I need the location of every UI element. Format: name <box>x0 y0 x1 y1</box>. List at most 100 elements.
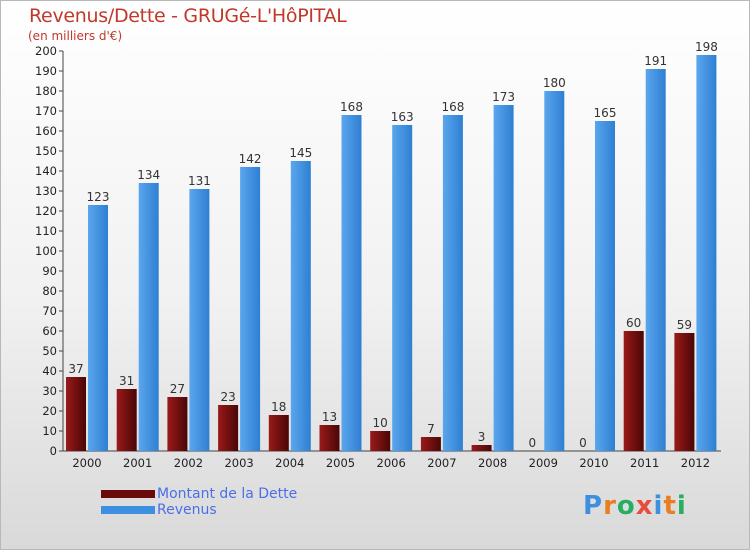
bar-dette <box>319 425 340 451</box>
y-tick-label: 170 <box>35 104 57 118</box>
y-tick-label: 120 <box>35 204 57 218</box>
x-tick-label: 2000 <box>72 456 101 470</box>
x-tick-label: 2010 <box>579 456 608 470</box>
x-tick-label: 2001 <box>123 456 152 470</box>
logo-letter: i <box>653 491 664 521</box>
logo-letter: i <box>676 491 687 521</box>
value-label-dette: 3 <box>478 430 486 444</box>
y-tick-label: 140 <box>35 164 57 178</box>
bar-dette <box>674 333 695 451</box>
x-tick-label: 2011 <box>630 456 659 470</box>
bar-revenus <box>696 55 717 451</box>
x-tick-label: 2004 <box>275 456 304 470</box>
proxiti-logo: Proxiti <box>583 491 687 521</box>
y-tick-label: 20 <box>42 404 57 418</box>
x-tick-label: 2006 <box>377 456 406 470</box>
value-label-revenus: 134 <box>137 168 160 182</box>
y-tick-label: 60 <box>42 324 57 338</box>
y-tick-label: 90 <box>42 264 57 278</box>
x-tick-label: 2002 <box>174 456 203 470</box>
value-label-revenus: 168 <box>340 100 363 114</box>
logo-letter: r <box>603 491 617 521</box>
bar-dette <box>623 331 644 451</box>
chart-title: Revenus/Dette - GRUGé-L'HôPITAL <box>29 5 347 27</box>
bar-revenus <box>189 189 210 451</box>
y-tick-label: 10 <box>42 424 57 438</box>
bar-revenus <box>544 91 565 451</box>
legend-swatch-revenus <box>101 506 155 514</box>
value-label-revenus: 145 <box>289 146 312 160</box>
y-tick-label: 0 <box>50 444 57 458</box>
logo-letter: t <box>663 491 677 521</box>
bar-dette <box>167 397 188 451</box>
value-label-revenus: 191 <box>644 54 667 68</box>
y-tick-label: 70 <box>42 304 57 318</box>
x-tick-label: 2003 <box>224 456 253 470</box>
x-tick-label: 2008 <box>478 456 507 470</box>
value-label-dette: 18 <box>271 400 286 414</box>
y-tick-label: 80 <box>42 284 57 298</box>
value-label-revenus: 131 <box>188 174 211 188</box>
value-label-dette: 31 <box>119 374 134 388</box>
y-tick-label: 130 <box>35 184 57 198</box>
x-tick-label: 2009 <box>529 456 558 470</box>
legend-swatch-dette <box>101 490 155 498</box>
y-tick-label: 150 <box>35 144 57 158</box>
value-label-revenus: 123 <box>87 190 110 204</box>
y-tick-label: 100 <box>35 244 57 258</box>
value-label-dette: 37 <box>68 362 83 376</box>
bar-revenus <box>138 183 159 451</box>
value-label-dette: 59 <box>677 318 692 332</box>
bar-dette <box>370 431 391 451</box>
bar-revenus <box>493 105 514 451</box>
value-label-revenus: 168 <box>441 100 464 114</box>
value-label-dette: 60 <box>626 316 641 330</box>
legend-label-revenus: Revenus <box>157 502 217 518</box>
bar-dette <box>420 437 441 451</box>
bar-revenus <box>341 115 362 451</box>
value-label-dette: 0 <box>528 436 536 450</box>
bar-revenus <box>595 121 615 451</box>
bar-dette <box>116 389 137 451</box>
value-label-revenus: 163 <box>391 110 414 124</box>
value-label-revenus: 180 <box>543 76 566 90</box>
value-label-revenus: 142 <box>239 152 262 166</box>
bar-revenus <box>392 125 413 451</box>
bar-revenus <box>442 115 463 451</box>
value-label-dette: 10 <box>373 416 388 430</box>
bar-revenus <box>290 161 311 451</box>
logo-letter: P <box>583 491 604 521</box>
value-label-dette: 23 <box>220 390 235 404</box>
y-tick-label: 200 <box>35 44 57 58</box>
bar-revenus <box>88 205 108 451</box>
y-tick-label: 110 <box>35 224 57 238</box>
bar-revenus <box>645 69 666 451</box>
y-tick-label: 190 <box>35 64 57 78</box>
y-tick-label: 30 <box>42 384 57 398</box>
value-label-revenus: 165 <box>594 106 617 120</box>
value-label-revenus: 198 <box>695 40 718 54</box>
value-label-dette: 0 <box>579 436 587 450</box>
y-tick-label: 50 <box>42 344 57 358</box>
value-label-dette: 13 <box>322 410 337 424</box>
value-label-revenus: 173 <box>492 90 515 104</box>
x-tick-label: 2007 <box>427 456 456 470</box>
bar-dette <box>66 377 86 451</box>
y-tick-label: 180 <box>35 84 57 98</box>
logo-letter: o <box>616 491 636 521</box>
bar-dette <box>268 415 289 451</box>
bar-dette <box>218 405 239 451</box>
y-tick-label: 40 <box>42 364 57 378</box>
legend-label-dette: Montant de la Dette <box>157 486 298 502</box>
logo-letter: x <box>635 491 654 521</box>
y-tick-label: 160 <box>35 124 57 138</box>
value-label-dette: 27 <box>170 382 185 396</box>
x-tick-label: 2005 <box>326 456 355 470</box>
x-tick-label: 2012 <box>681 456 710 470</box>
chart-subtitle: (en milliers d'€) <box>28 29 123 43</box>
value-label-dette: 7 <box>427 422 435 436</box>
bar-revenus <box>240 167 261 451</box>
bar-dette <box>471 445 492 451</box>
